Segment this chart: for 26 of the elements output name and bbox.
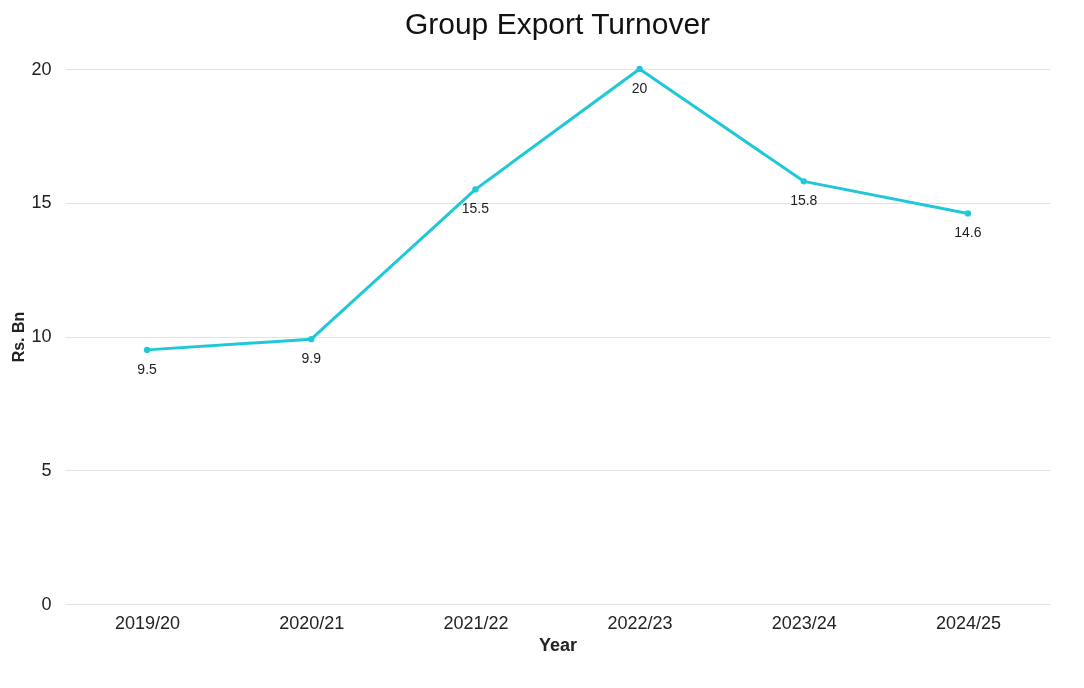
- x-tick-label: 2019/20: [115, 612, 181, 633]
- point: [308, 336, 315, 343]
- data-label: 15.8: [790, 192, 818, 209]
- x-tick-label: 2023/24: [771, 612, 837, 633]
- data-label: 20: [631, 80, 648, 96]
- y-tick-label: 5: [41, 459, 52, 480]
- point: [143, 346, 151, 354]
- y-tick-label: 0: [41, 593, 52, 614]
- data-label: 9.9: [301, 350, 322, 367]
- x-tick-label: 2022/23: [607, 612, 673, 633]
- x-tick-label: 2020/21: [279, 612, 345, 633]
- point: [964, 210, 972, 217]
- point: [800, 178, 807, 185]
- data-label: 9.5: [137, 360, 158, 377]
- point: [472, 186, 479, 193]
- chart-title: Group Export Turnover: [404, 7, 711, 40]
- data-label: 14.6: [954, 224, 982, 241]
- x-tick-label: 2021/22: [443, 612, 509, 633]
- y-tick-label: 10: [31, 326, 52, 346]
- point: [636, 65, 643, 73]
- y-axis-title: Rs. Bn: [10, 311, 28, 363]
- data-label: 15.5: [461, 200, 490, 217]
- x-tick-label: 2024/25: [935, 612, 1001, 633]
- x-axis-title: Year: [538, 634, 578, 655]
- y-tick-label: 20: [31, 58, 52, 79]
- y-tick-label: 15: [31, 192, 52, 213]
